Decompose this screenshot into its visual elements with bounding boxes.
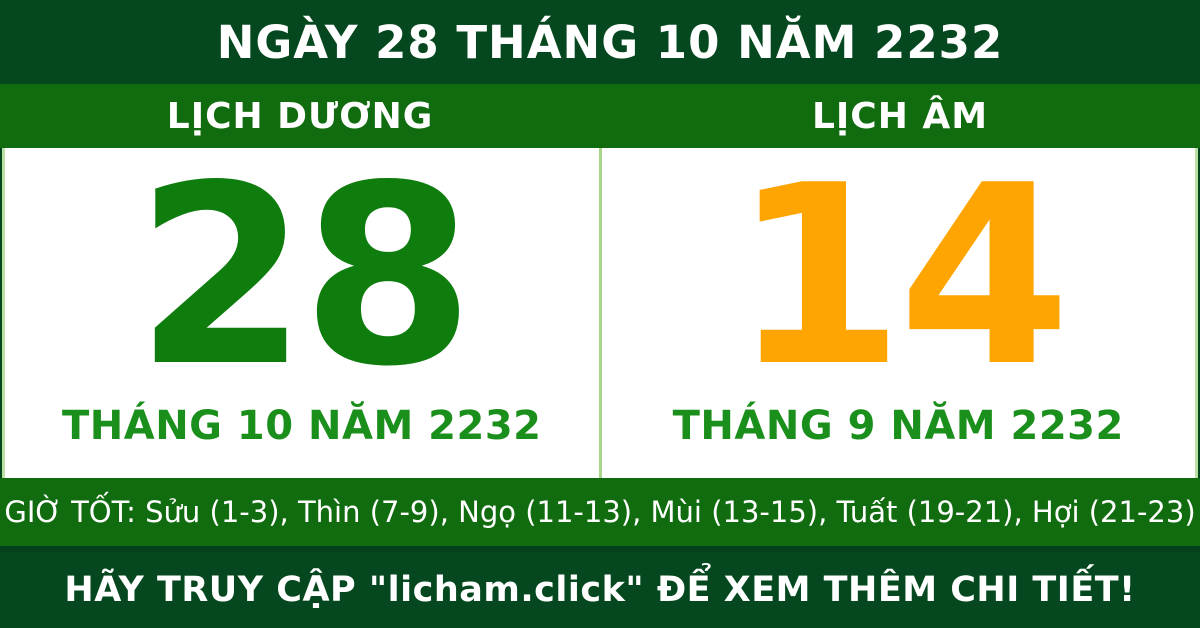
lunar-month-label: THÁNG 9 NĂM 2232	[672, 403, 1124, 449]
vertical-divider	[598, 148, 602, 478]
calendar-column-headers: LỊCH DƯƠNG LỊCH ÂM	[0, 84, 1200, 148]
calendar-panel: 28 THÁNG 10 NĂM 2232 14 THÁNG 9 NĂM 2232	[2, 148, 1198, 478]
footer-cta-bar: HÃY TRUY CẬP "licham.click" ĐỂ XEM THÊM …	[0, 546, 1200, 628]
good-hours-bar: GIỜ TỐT: Sửu (1-3), Thìn (7-9), Ngọ (11-…	[0, 478, 1200, 546]
calendar-body: 28 THÁNG 10 NĂM 2232 14 THÁNG 9 NĂM 2232	[0, 148, 1200, 478]
lunar-day-panel: 14 THÁNG 9 NĂM 2232	[602, 148, 1196, 478]
solar-day-number: 28	[135, 133, 474, 421]
good-hours-text: GIỜ TỐT: Sửu (1-3), Thìn (7-9), Ngọ (11-…	[4, 495, 1196, 529]
lunar-calendar-header: LỊCH ÂM	[811, 95, 989, 137]
footer-cta-text: HÃY TRUY CẬP "licham.click" ĐỂ XEM THÊM …	[64, 570, 1136, 610]
page-title: NGÀY 28 THÁNG 10 NĂM 2232	[216, 15, 1004, 69]
lunar-day-number: 14	[731, 133, 1071, 421]
solar-calendar-header: LỊCH DƯƠNG	[166, 95, 434, 137]
date-header-bar: NGÀY 28 THÁNG 10 NĂM 2232	[0, 0, 1200, 84]
solar-day-panel: 28 THÁNG 10 NĂM 2232	[5, 148, 599, 478]
solar-month-label: THÁNG 10 NĂM 2232	[61, 403, 542, 449]
